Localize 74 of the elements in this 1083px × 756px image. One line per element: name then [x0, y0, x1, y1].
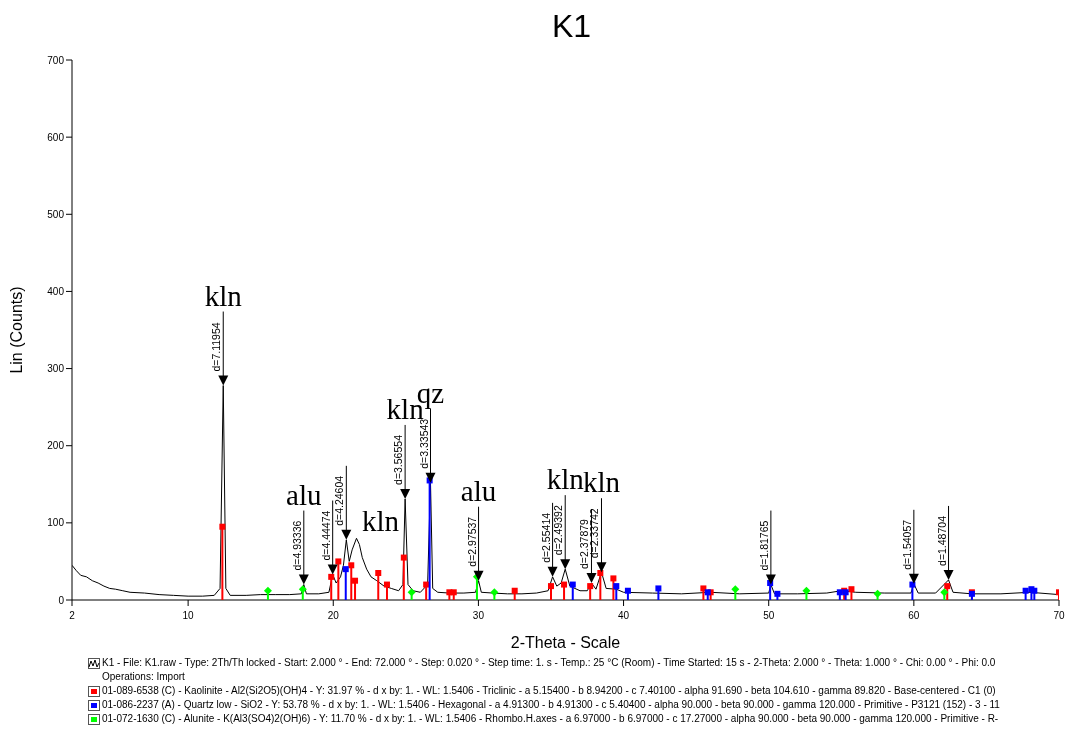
point	[655, 585, 662, 592]
chart-title: K1	[550, 8, 593, 46]
point	[624, 587, 631, 594]
x-tick-label: 60	[908, 610, 920, 622]
x-tick-label: 2	[69, 610, 76, 622]
annotation: d=3.56554	[392, 434, 405, 485]
point	[383, 581, 390, 588]
legend-label: 01-086-2237 (A) - Quartz low - SiO2 - Y: 53.78 % - d x by: 1. - WL: 1.5406 - Hexagonal - a 4.91300 - b 4.91300 - c 5.40400 - alpha 90.000 - beta 90.000 - gamma 120.000 - Primitive - P3121 (152) - 3 - 11	[102, 698, 1000, 712]
y-tick-label: 300	[47, 363, 65, 375]
point	[909, 581, 916, 588]
y-tick-label: 200	[47, 440, 65, 452]
point	[587, 583, 594, 590]
point	[700, 585, 707, 592]
legend-label: K1 - File: K1.raw - Type: 2Th/Th locked - Start: 2.000 ° - End: 72.000 ° - Step: 0.020 ° - Step time: 1. s - Temp.: 25 °C (Room) - Time Started: 15 s - 2-Theta: 2.000 ° - Theta: 1.000 ° - Chi: 0.00 ° - Phi: 0.0	[102, 656, 996, 670]
x-tick-label: 40	[618, 610, 630, 622]
point	[848, 586, 855, 593]
point	[511, 587, 518, 594]
y-tick-label: 500	[47, 208, 65, 220]
annotation: d=2.49392	[552, 505, 565, 556]
point	[219, 523, 226, 530]
point	[836, 589, 843, 596]
x-tick-label: 10	[182, 610, 195, 622]
x-tick-label: 50	[763, 610, 775, 622]
annotation: d=2.33742	[588, 508, 601, 559]
y-tick-label: 0	[58, 594, 65, 606]
annotation: kln	[204, 279, 243, 312]
y-tick-label: 400	[47, 285, 65, 297]
y-tick-label: 600	[47, 131, 65, 143]
x-tick-label: 20	[327, 610, 340, 622]
point	[342, 566, 349, 573]
annotation: d=1.48704	[935, 515, 948, 566]
annotation: kln	[361, 505, 400, 538]
legend-label: 01-072-1630 (C) - Alunite - K(Al3(SO4)2(OH)6) - Y: 11.70 % - d x by: 1. - WL: 1.5406 - Rhombo.H.axes - a 6.97000 - b 6.97000 - c 17.27000 - alpha 90.000 - beta 90.000 - gamma 120.000 - Primitive - R-	[102, 712, 999, 726]
point	[375, 570, 382, 576]
annotation: d=4.24604	[333, 475, 346, 526]
point	[423, 581, 430, 588]
annotation: d=2.37879	[578, 518, 591, 570]
annotation: d=4.93336	[290, 520, 303, 571]
x-tick-label: 30	[472, 610, 485, 622]
point	[400, 554, 407, 561]
annotation: d=1.81765	[757, 520, 770, 571]
y-axis-title: Lin (Counts)	[7, 286, 25, 374]
point	[328, 573, 335, 580]
point	[731, 585, 740, 594]
y-tick-label: 100	[47, 517, 65, 529]
point	[613, 583, 620, 590]
point	[263, 586, 272, 595]
point	[802, 586, 811, 595]
point	[597, 570, 604, 576]
point	[610, 575, 617, 582]
annotation: d=4.44474	[319, 510, 332, 561]
x-axis-title: 2-Theta - Scale	[510, 634, 621, 651]
point	[348, 562, 355, 569]
point	[944, 583, 951, 590]
annotation: d=2.97537	[465, 516, 478, 567]
annotation: kln	[546, 463, 585, 496]
x-tick-label: 70	[1053, 610, 1065, 622]
point	[352, 577, 359, 584]
annotation: d=1.54057	[900, 519, 913, 570]
point	[335, 558, 342, 565]
annotation: alu	[286, 478, 322, 511]
point	[298, 585, 307, 594]
point	[450, 589, 457, 596]
point	[561, 581, 568, 588]
y-tick-label: 700	[47, 54, 65, 66]
point	[569, 581, 576, 588]
text: Operations: Import	[101, 670, 186, 684]
point	[547, 583, 554, 590]
annotation: kln	[582, 466, 621, 499]
annotation: d=7.11954	[210, 322, 223, 372]
annotation: d=2.55414	[539, 512, 552, 563]
annotation: d=3.33543	[417, 418, 430, 469]
legend-label: 01-089-6538 (C) - Kaolinite - Al2(Si2O5)(OH)4 - Y: 31.97 % - d x by: 1. - WL: 1.5406 - Triclinic - a 5.15400 - b 8.94200 - c 7.40100 - alpha 91.690 - beta 104.610 - gamma 89.820 - Base-centered - C1 (0)	[102, 684, 996, 698]
annotation: alu	[460, 474, 497, 507]
